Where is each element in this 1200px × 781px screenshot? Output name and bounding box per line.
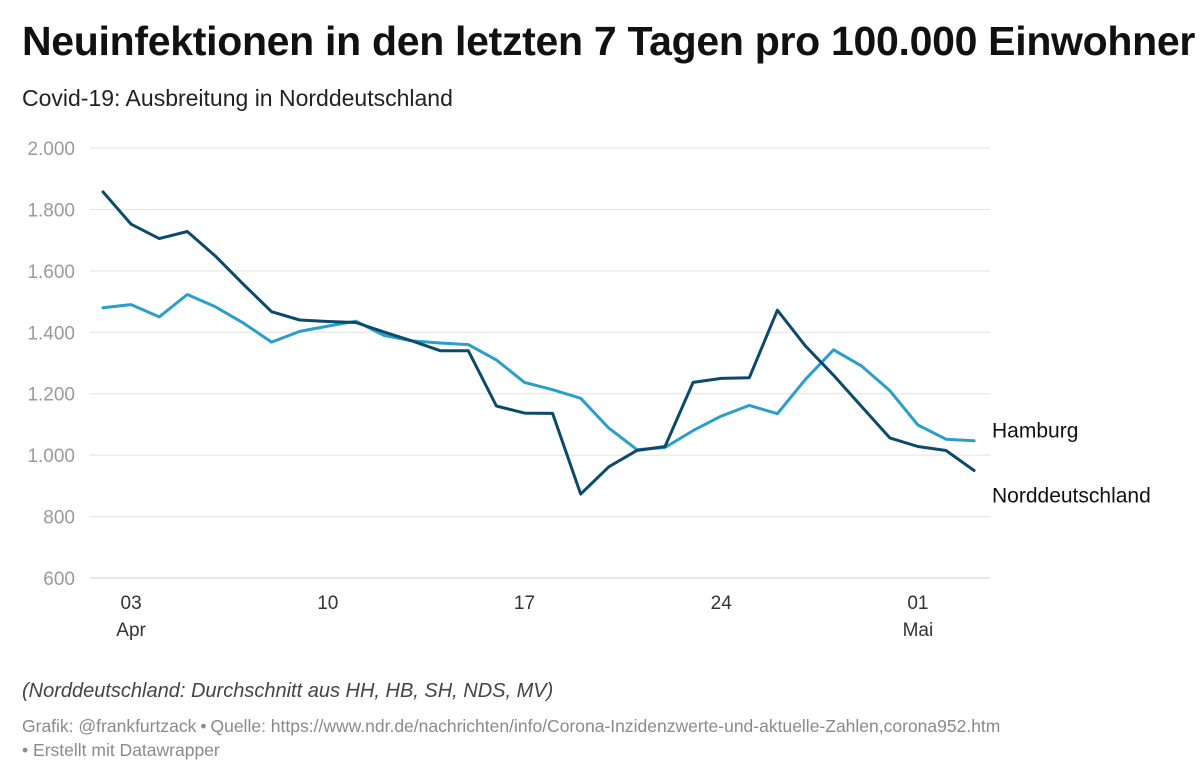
chart-note: (Norddeutschland: Durchschnitt aus HH, H… [22, 680, 554, 702]
y-axis-ticks: 600 800 1.000 1.200 1.400 1.600 1.800 2.000 [27, 139, 75, 590]
series-label-hamburg: Hamburg [992, 420, 1078, 443]
x-tick-label: 03 [121, 593, 142, 614]
line-chart: 600 800 1.000 1.200 1.400 1.600 1.800 2.000 03 A… [27, 139, 1151, 641]
y-tick-label: 1.800 [27, 200, 75, 221]
series-line-hamburg [101, 293, 976, 452]
y-tick-label: 2.000 [27, 139, 75, 160]
y-tick-label: 1.400 [27, 323, 75, 344]
x-axis-ticks: 03 Apr 10 17 24 01 Mai [116, 593, 933, 641]
bullet-separator: • [200, 716, 207, 736]
grid-lines [90, 147, 990, 579]
x-tick-sublabel: Apr [116, 620, 146, 641]
y-tick-label: 1.600 [27, 262, 75, 283]
y-tick-label: 1.000 [27, 446, 75, 467]
series-labels: Hamburg Norddeutschland [992, 420, 1151, 508]
x-tick-sublabel: Mai [903, 620, 934, 641]
credit-text: Grafik: @frankfurtzack [22, 716, 197, 736]
chart-title: Neuinfektionen in den letzten 7 Tagen pr… [22, 18, 1196, 64]
y-tick-label: 800 [43, 508, 75, 529]
x-tick-label: 24 [711, 593, 733, 614]
tool-text: Erstellt mit Datawrapper [33, 740, 220, 760]
x-tick-label: 10 [317, 593, 338, 614]
series-lines [101, 190, 976, 496]
bullet-separator: • [22, 740, 29, 760]
y-tick-label: 600 [43, 569, 75, 590]
y-tick-label: 1.200 [27, 385, 75, 406]
series-line-norddeutschland [101, 190, 976, 496]
x-tick-label: 01 [907, 593, 928, 614]
source-text: Quelle: https://www.ndr.de/nachrichten/i… [210, 716, 1001, 736]
chart-source: Grafik: @frankfurtzack • Quelle: https://w… [22, 714, 1182, 762]
series-label-norddeutschland: Norddeutschland [992, 485, 1151, 508]
chart-subtitle: Covid-19: Ausbreitung in Norddeutschland [22, 85, 453, 111]
x-tick-label: 17 [514, 593, 535, 614]
